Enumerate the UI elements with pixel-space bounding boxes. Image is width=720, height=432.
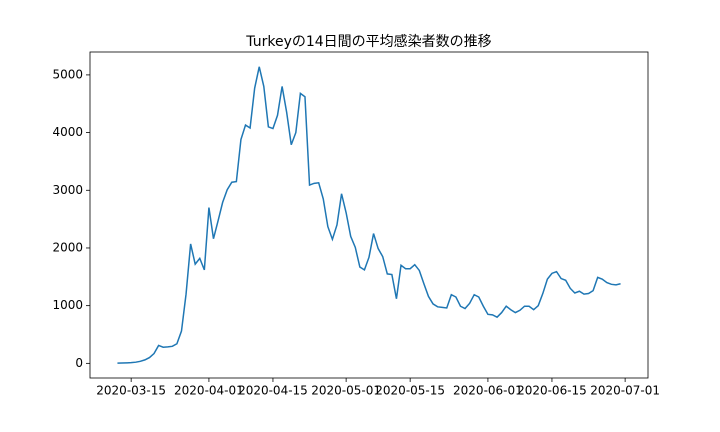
y-tick-label: 1000	[52, 298, 83, 312]
x-tick-label: 2020-05-15	[375, 384, 445, 398]
x-tick-label: 2020-04-01	[174, 384, 244, 398]
x-tick-label: 2020-03-15	[96, 384, 166, 398]
y-tick-label: 0	[75, 356, 83, 370]
chart-title: Turkeyの14日間の平均感染者数の推移	[245, 33, 491, 50]
data-line	[117, 66, 621, 364]
y-tick-label: 3000	[52, 183, 83, 197]
x-tick-label: 2020-07-01	[590, 384, 660, 398]
x-tick-label: 2020-06-01	[453, 384, 523, 398]
x-tick-label: 2020-04-15	[238, 384, 308, 398]
x-tick-label: 2020-06-15	[517, 384, 587, 398]
y-tick-label: 5000	[52, 67, 83, 81]
x-tick-label: 2020-05-01	[311, 384, 381, 398]
plot-frame	[89, 51, 649, 379]
y-tick-label: 2000	[52, 240, 83, 254]
y-tick-label: 4000	[52, 125, 83, 139]
